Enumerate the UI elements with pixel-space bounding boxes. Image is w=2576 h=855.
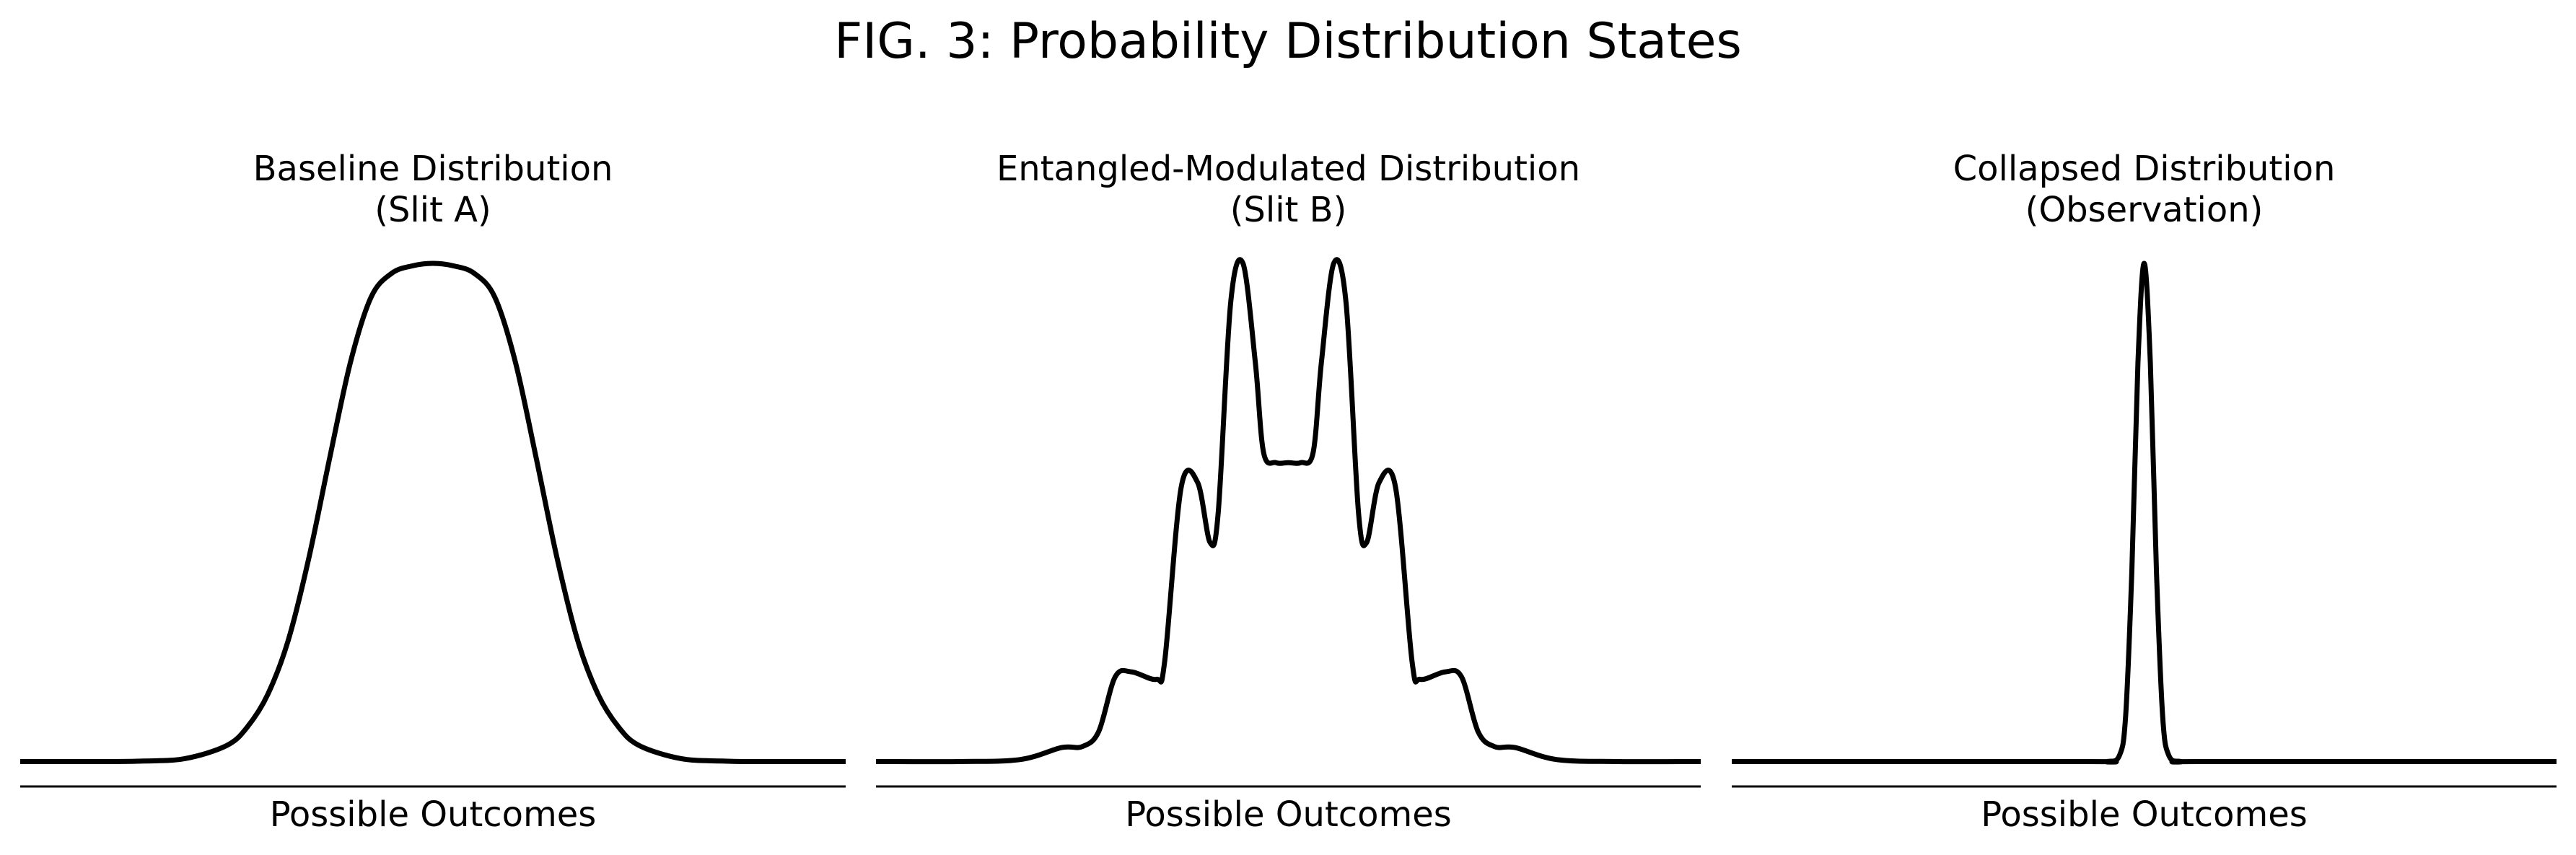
panel-collapsed: Collapsed Distribution(Observation) Possi… — [1732, 149, 2557, 835]
baseline-title-line-1: Baseline Distribution — [253, 149, 613, 189]
figure-title: FIG. 3: Probability Distribution States — [834, 13, 1742, 70]
baseline-x-axis-label: Possible Outcomes — [270, 794, 597, 835]
collapsed-distribution-line — [1732, 263, 2557, 762]
panel-baseline: Baseline Distribution(Slit A) Possible Ou… — [20, 149, 846, 835]
entangled-x-axis-label: Possible Outcomes — [1125, 794, 1452, 835]
baseline-distribution-line — [20, 263, 846, 762]
entangled-title-line-2: (Slit B) — [1230, 190, 1347, 230]
entangled-title-line-1: Entangled-Modulated Distribution — [996, 149, 1580, 189]
panel-entangled: Entangled-Modulated Distribution(Slit B)… — [876, 149, 1701, 835]
collapsed-x-axis-label: Possible Outcomes — [1981, 794, 2308, 835]
collapsed-title-line-2: (Observation) — [2025, 190, 2264, 230]
collapsed-title-line-1: Collapsed Distribution — [1953, 149, 2336, 189]
entangled-distribution-line — [876, 260, 1701, 762]
baseline-title-line-2: (Slit A) — [374, 190, 491, 230]
